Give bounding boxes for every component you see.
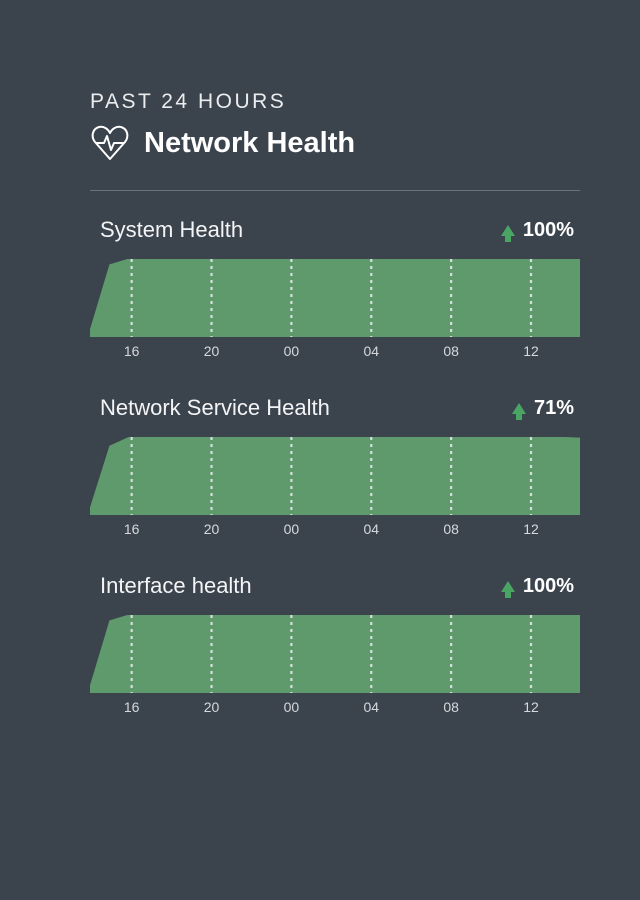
x-tick-label: 04 <box>363 343 379 359</box>
heartbeat-icon <box>90 124 130 162</box>
metric-value: 100% <box>523 575 574 598</box>
x-tick-label: 12 <box>523 699 539 715</box>
x-tick-label: 20 <box>204 343 220 359</box>
subtitle: PAST 24 HOURS <box>90 90 580 114</box>
x-tick-label: 12 <box>523 343 539 359</box>
metric-block: Network Service Health 71% 16 20 00 04 08 12 <box>90 395 580 541</box>
metric-block: System Health 100% 16 20 00 04 08 12 <box>90 217 580 363</box>
metric-value-wrap: 100% <box>501 575 574 598</box>
metric-label: Network Service Health <box>100 395 330 421</box>
metric-header: System Health 100% <box>90 217 580 243</box>
x-tick-label: 16 <box>124 699 140 715</box>
area-chart <box>90 437 580 515</box>
x-tick-label: 08 <box>443 699 459 715</box>
divider <box>90 190 580 191</box>
x-tick-label: 16 <box>124 343 140 359</box>
trend-up-icon <box>501 225 515 236</box>
x-tick-label: 20 <box>204 699 220 715</box>
x-tick-label: 08 <box>443 343 459 359</box>
metric-label: System Health <box>100 217 243 243</box>
x-tick-label: 16 <box>124 521 140 537</box>
metric-value-wrap: 71% <box>512 397 574 420</box>
metric-header: Interface health 100% <box>90 573 580 599</box>
metric-value: 71% <box>534 397 574 420</box>
x-axis-ticks: 16 20 00 04 08 12 <box>90 343 580 363</box>
x-tick-label: 08 <box>443 521 459 537</box>
x-tick-label: 00 <box>284 521 300 537</box>
area-chart <box>90 259 580 337</box>
x-tick-label: 12 <box>523 521 539 537</box>
metric-header: Network Service Health 71% <box>90 395 580 421</box>
page-title: Network Health <box>144 127 355 160</box>
area-chart <box>90 615 580 693</box>
metric-label: Interface health <box>100 573 252 599</box>
metric-value-wrap: 100% <box>501 219 574 242</box>
x-tick-label: 04 <box>363 521 379 537</box>
metrics-list: System Health100%162000040812Network Ser… <box>90 217 580 719</box>
x-tick-label: 04 <box>363 699 379 715</box>
x-tick-label: 00 <box>284 343 300 359</box>
x-tick-label: 00 <box>284 699 300 715</box>
trend-up-icon <box>501 581 515 592</box>
title-row: Network Health <box>90 124 580 162</box>
x-axis-ticks: 16 20 00 04 08 12 <box>90 521 580 541</box>
metric-value: 100% <box>523 219 574 242</box>
trend-up-icon <box>512 403 526 414</box>
x-tick-label: 20 <box>204 521 220 537</box>
x-axis-ticks: 16 20 00 04 08 12 <box>90 699 580 719</box>
dashboard-card: PAST 24 HOURS Network Health System Heal… <box>0 0 640 791</box>
metric-block: Interface health 100% 16 20 00 04 08 12 <box>90 573 580 719</box>
